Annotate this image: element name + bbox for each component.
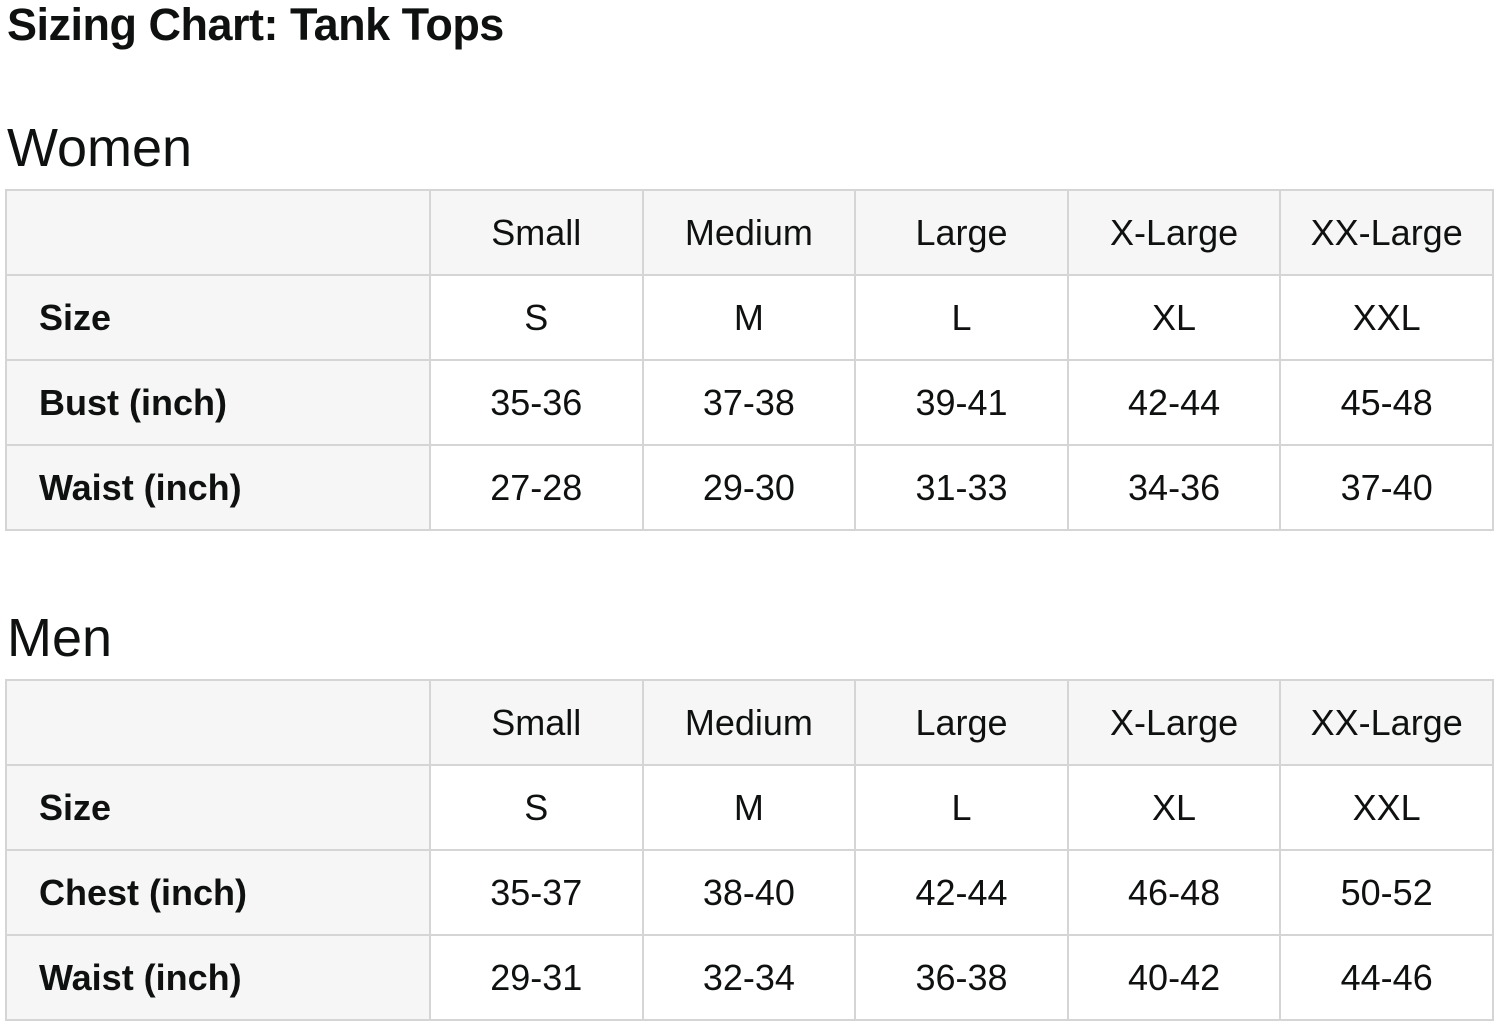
men-waist-l: 36-38	[854, 934, 1069, 1021]
men-chest-xxl: 50-52	[1279, 849, 1494, 936]
men-corner-cell	[5, 679, 431, 766]
men-column-header-small: Small	[429, 679, 644, 766]
women-size-table: Small Medium Large X-Large XX-Large Size…	[5, 189, 1494, 531]
women-size-row: Size S M L XL XXL	[5, 274, 1494, 361]
men-waist-xl: 40-42	[1066, 934, 1282, 1021]
men-column-header-xlarge: X-Large	[1066, 679, 1282, 766]
women-bust-row: Bust (inch) 35-36 37-38 39-41 42-44 45-4…	[5, 359, 1494, 446]
women-header-row: Small Medium Large X-Large XX-Large	[5, 189, 1494, 276]
men-size-xl: XL	[1066, 764, 1282, 851]
women-size-xxl: XXL	[1279, 274, 1494, 361]
women-row-label-size: Size	[5, 274, 431, 361]
men-size-m: M	[641, 764, 857, 851]
page-title: Sizing Chart: Tank Tops	[7, 0, 504, 50]
men-row-label-waist: Waist (inch)	[5, 934, 431, 1021]
women-size-m: M	[641, 274, 857, 361]
men-column-header-xxlarge: XX-Large	[1279, 679, 1494, 766]
men-waist-row: Waist (inch) 29-31 32-34 36-38 40-42 44-…	[5, 934, 1494, 1021]
women-corner-cell	[5, 189, 431, 276]
men-size-row: Size S M L XL XXL	[5, 764, 1494, 851]
women-waist-xl: 34-36	[1066, 444, 1282, 531]
women-bust-m: 37-38	[641, 359, 857, 446]
women-waist-s: 27-28	[429, 444, 644, 531]
women-bust-xxl: 45-48	[1279, 359, 1494, 446]
women-size-xl: XL	[1066, 274, 1282, 361]
men-chest-xl: 46-48	[1066, 849, 1282, 936]
men-waist-xxl: 44-46	[1279, 934, 1494, 1021]
women-column-header-xxlarge: XX-Large	[1279, 189, 1494, 276]
section-heading-women: Women	[7, 118, 193, 178]
women-row-label-waist: Waist (inch)	[5, 444, 431, 531]
women-bust-s: 35-36	[429, 359, 644, 446]
women-row-label-bust: Bust (inch)	[5, 359, 431, 446]
men-chest-s: 35-37	[429, 849, 644, 936]
women-column-header-xlarge: X-Large	[1066, 189, 1282, 276]
men-chest-m: 38-40	[641, 849, 857, 936]
men-size-s: S	[429, 764, 644, 851]
men-column-header-medium: Medium	[641, 679, 857, 766]
women-waist-xxl: 37-40	[1279, 444, 1494, 531]
women-waist-l: 31-33	[854, 444, 1069, 531]
women-waist-row: Waist (inch) 27-28 29-30 31-33 34-36 37-…	[5, 444, 1494, 531]
women-size-l: L	[854, 274, 1069, 361]
section-heading-men: Men	[7, 608, 113, 668]
women-size-s: S	[429, 274, 644, 361]
men-size-xxl: XXL	[1279, 764, 1494, 851]
men-chest-row: Chest (inch) 35-37 38-40 42-44 46-48 50-…	[5, 849, 1494, 936]
women-column-header-large: Large	[854, 189, 1069, 276]
women-waist-m: 29-30	[641, 444, 857, 531]
women-column-header-medium: Medium	[641, 189, 857, 276]
men-chest-l: 42-44	[854, 849, 1069, 936]
men-size-l: L	[854, 764, 1069, 851]
women-bust-xl: 42-44	[1066, 359, 1282, 446]
men-column-header-large: Large	[854, 679, 1069, 766]
men-row-label-chest: Chest (inch)	[5, 849, 431, 936]
women-column-header-small: Small	[429, 189, 644, 276]
men-waist-s: 29-31	[429, 934, 644, 1021]
men-row-label-size: Size	[5, 764, 431, 851]
men-header-row: Small Medium Large X-Large XX-Large	[5, 679, 1494, 766]
men-size-table: Small Medium Large X-Large XX-Large Size…	[5, 679, 1494, 1021]
men-waist-m: 32-34	[641, 934, 857, 1021]
women-bust-l: 39-41	[854, 359, 1069, 446]
